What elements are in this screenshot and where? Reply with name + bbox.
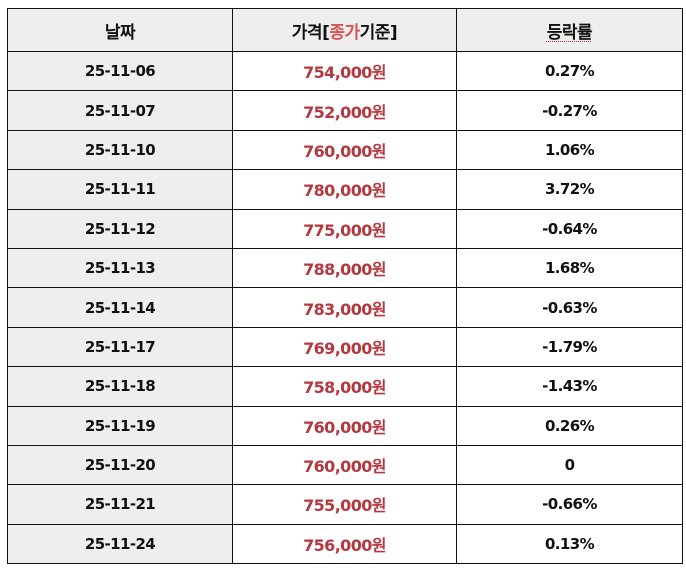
- change-cell: -1.79%: [456, 326, 683, 368]
- header-price-prefix: 가격[: [291, 22, 330, 43]
- change-cell: -0.64%: [456, 208, 683, 249]
- table-row: 25-11-12 775,000원 -0.64%: [7, 208, 683, 249]
- change-cell: -0.66%: [456, 484, 683, 525]
- date-cell: 25-11-24: [7, 523, 233, 565]
- date-cell: 25-11-11: [7, 169, 233, 210]
- price-cell: 760,000원: [232, 129, 457, 171]
- table-row: 25-11-07 752,000원 -0.27%: [7, 90, 683, 131]
- header-date: 날짜: [7, 8, 233, 52]
- header-change-label: 등락률: [546, 22, 593, 43]
- header-price-suffix: 기준]: [359, 22, 398, 43]
- price-cell: 758,000원: [232, 366, 457, 407]
- date-cell: 25-11-10: [7, 129, 233, 171]
- table-row: 25-11-10 760,000원 1.06%: [7, 129, 683, 171]
- change-cell: 3.72%: [456, 169, 683, 210]
- price-cell: 783,000원: [232, 287, 457, 328]
- price-cell: 788,000원: [232, 247, 457, 289]
- table-row: 25-11-17 769,000원 -1.79%: [7, 326, 683, 368]
- date-cell: 25-11-17: [7, 326, 233, 368]
- header-price: 가격[종가기준]: [232, 8, 457, 52]
- date-cell: 25-11-21: [7, 484, 233, 525]
- price-cell: 760,000원: [232, 444, 457, 486]
- price-cell: 760,000원: [232, 405, 457, 446]
- change-cell: 0.27%: [456, 50, 683, 92]
- price-cell: 769,000원: [232, 326, 457, 368]
- price-cell: 752,000원: [232, 90, 457, 131]
- price-cell: 780,000원: [232, 169, 457, 210]
- header-date-label: 날짜: [104, 22, 136, 43]
- date-cell: 25-11-07: [7, 90, 233, 131]
- date-cell: 25-11-12: [7, 208, 233, 249]
- header-change: 등락률: [456, 8, 683, 52]
- change-cell: -0.63%: [456, 287, 683, 328]
- table-row: 25-11-18 758,000원 -1.43%: [7, 366, 683, 407]
- price-cell: 754,000원: [232, 50, 457, 92]
- table-row: 25-11-19 760,000원 0.26%: [7, 405, 683, 446]
- change-cell: 1.06%: [456, 129, 683, 171]
- table-row: 25-11-13 788,000원 1.68%: [7, 247, 683, 289]
- table-row: 25-11-21 755,000원 -0.66%: [7, 484, 683, 525]
- price-cell: 756,000원: [232, 523, 457, 565]
- change-cell: 1.68%: [456, 247, 683, 289]
- change-cell: 0.13%: [456, 523, 683, 565]
- header-row: 날짜 가격[종가기준] 등락률: [7, 8, 683, 52]
- date-cell: 25-11-06: [7, 50, 233, 92]
- change-cell: 0.26%: [456, 405, 683, 446]
- change-cell: -0.27%: [456, 90, 683, 131]
- price-cell: 775,000원: [232, 208, 457, 249]
- change-cell: -1.43%: [456, 366, 683, 407]
- table-row: 25-11-14 783,000원 -0.63%: [7, 287, 683, 328]
- date-cell: 25-11-18: [7, 366, 233, 407]
- change-cell: 0: [456, 444, 683, 486]
- date-cell: 25-11-14: [7, 287, 233, 328]
- table-row: 25-11-20 760,000원 0: [7, 444, 683, 486]
- header-price-accent: 종가: [329, 22, 360, 43]
- table-row: 25-11-11 780,000원 3.72%: [7, 169, 683, 210]
- price-cell: 755,000원: [232, 484, 457, 525]
- date-cell: 25-11-13: [7, 247, 233, 289]
- date-cell: 25-11-19: [7, 405, 233, 446]
- stock-price-table: 날짜 가격[종가기준] 등락률 25-11-06 754,000원 0.27% …: [7, 8, 683, 565]
- table-row: 25-11-06 754,000원 0.27%: [7, 50, 683, 92]
- table-row: 25-11-24 756,000원 0.13%: [7, 523, 683, 565]
- date-cell: 25-11-20: [7, 444, 233, 486]
